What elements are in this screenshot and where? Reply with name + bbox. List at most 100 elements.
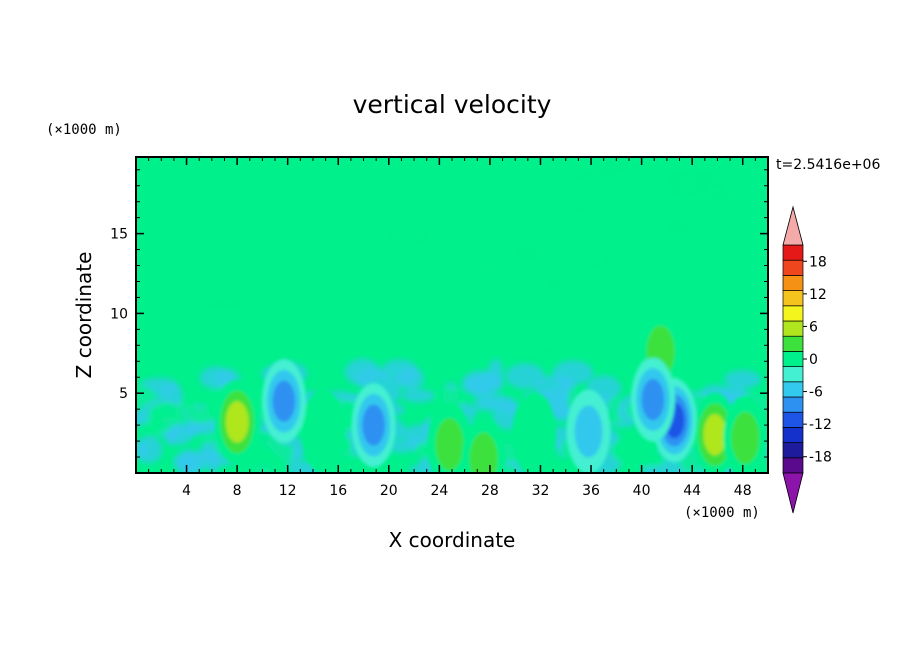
colorbar-segment [782, 259, 804, 276]
field-patch [382, 230, 402, 244]
contour-cell [512, 392, 557, 473]
field-patch [546, 306, 600, 321]
field-patch [679, 280, 708, 297]
colorbar: 18 12 6 0 -6 -12 -18 [782, 205, 832, 514]
field-patch [248, 209, 280, 223]
x-tick-label: 20 [380, 483, 398, 499]
colorbar-segment [782, 275, 804, 291]
colorbar-tick-label: -6 [809, 385, 823, 401]
field-patch [355, 367, 388, 391]
field-patch [176, 449, 203, 473]
x-tick-label: 24 [430, 483, 448, 499]
field-patch [193, 325, 233, 338]
field-patch [136, 327, 185, 351]
field-patch [716, 243, 763, 267]
field-patch [182, 421, 220, 435]
colorbar-tick-label: 12 [809, 287, 827, 303]
field-patch [404, 279, 449, 303]
field-patch [487, 160, 520, 170]
x-tick-label: 4 [182, 483, 191, 499]
colorbar-tick-label: 18 [809, 254, 827, 270]
colorbar-segment [782, 396, 804, 413]
field-patch [579, 329, 603, 357]
colorbar-tick-label: -18 [809, 450, 832, 466]
colorbar-segment [782, 381, 804, 398]
field-patch [274, 443, 294, 464]
field-patch [742, 261, 768, 280]
contour-cell [301, 389, 346, 473]
field-patch [180, 234, 236, 245]
field-patch [418, 456, 433, 469]
field-patch [322, 252, 371, 265]
field-patch [564, 198, 597, 212]
colorbar-segment [782, 427, 804, 443]
field-patch [722, 215, 748, 227]
field-patch [488, 358, 503, 384]
field-patch [241, 314, 281, 332]
field-patch [232, 157, 278, 172]
x-tick-label: 8 [233, 483, 242, 499]
field-patch [438, 345, 459, 355]
field-patch [249, 217, 279, 236]
colorbar-tick-label: 6 [809, 319, 818, 335]
field-patch [145, 422, 170, 434]
field-patch [264, 178, 323, 193]
colorbar-over-arrow [782, 205, 804, 246]
contour-cell [225, 401, 249, 443]
field-patch [626, 181, 682, 210]
y-tick-label: 15 [110, 227, 128, 243]
field-patch [554, 276, 603, 305]
field-patch [160, 357, 182, 378]
field-patch [136, 165, 152, 178]
field-patch [389, 302, 406, 312]
colorbar-segment [782, 290, 804, 307]
field-patch [669, 185, 697, 206]
colorbar-segment [782, 457, 804, 474]
field-patch [592, 297, 641, 321]
field-patch [394, 180, 462, 202]
field-patch [713, 307, 768, 317]
field-patch [136, 435, 163, 464]
field-patch [137, 238, 195, 263]
field-patch [362, 329, 410, 342]
colorbar-segment [782, 442, 804, 459]
colorbar-segment [782, 351, 804, 367]
x-tick-label: 40 [633, 483, 651, 499]
field-patch [289, 275, 346, 298]
field-patch [533, 375, 576, 401]
field-patch [178, 399, 197, 413]
x-tick-label: 32 [532, 483, 550, 499]
y-axis-label: Z coordinate [72, 252, 96, 379]
x-tick-label: 36 [582, 483, 600, 499]
field-patch [490, 290, 524, 307]
field-patch [631, 292, 700, 312]
x-tick-label: 28 [481, 483, 499, 499]
contour-cell [469, 432, 498, 473]
field-patch [363, 294, 401, 305]
field-patch [379, 254, 446, 283]
field-patch [442, 285, 485, 298]
colorbar-segment [782, 305, 804, 322]
contour-cell [703, 414, 727, 456]
contour-cell [435, 418, 464, 471]
field-patch [505, 363, 545, 390]
contour-cell [731, 411, 760, 464]
y-tick-label: 10 [110, 306, 128, 322]
x-tick-label: 12 [279, 483, 297, 499]
colorbar-under-arrow [782, 472, 804, 514]
colorbar-segment [782, 244, 804, 261]
contour-cell [574, 405, 603, 458]
field-patch [173, 281, 198, 292]
field-patch [387, 440, 416, 453]
field-patch [270, 317, 319, 338]
field-patch [183, 182, 215, 197]
plot-area [136, 157, 768, 473]
field-patch [522, 273, 567, 289]
field-patch [377, 277, 397, 291]
y-axis-unit: (×1000 m) [46, 122, 122, 138]
field-patch [202, 254, 219, 282]
x-tick-label: 48 [734, 483, 752, 499]
field-patch [326, 304, 347, 321]
field-patch [149, 321, 176, 330]
